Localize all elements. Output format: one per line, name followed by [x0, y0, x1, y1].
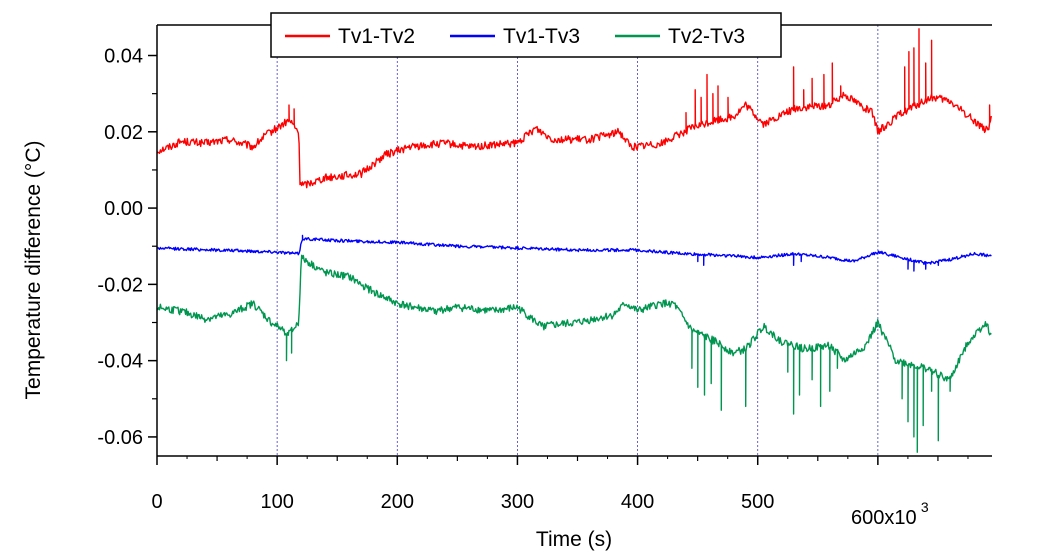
x-tick-label: 100 — [260, 491, 293, 513]
legend-label-tv1-tv2: Tv1-Tv2 — [338, 25, 415, 48]
plot-area — [156, 28, 992, 453]
y-tick-label: -0.02 — [97, 274, 143, 296]
y-tick-label: 0.02 — [104, 122, 143, 144]
x-tick-label: 400 — [621, 491, 654, 513]
axes — [148, 24, 992, 465]
legend: Tv1-Tv2 Tv1-Tv3 Tv2-Tv3 — [270, 12, 782, 58]
y-tick-label: 0.04 — [104, 46, 143, 68]
y-tick-label: -0.06 — [97, 427, 143, 449]
y-axis-label: Temperature difference (°C) — [22, 141, 45, 400]
y-tick-label: 0.00 — [104, 198, 143, 220]
tick-labels: 0 100 200 300 400 500 600x10 3 0.04 0.02 0.00 -0.02… — [97, 46, 928, 529]
x-tick-label: 0 — [151, 491, 162, 513]
x-tick-exponent: 3 — [921, 499, 929, 515]
x-tick-label: 600x10 — [851, 507, 917, 529]
x-tick-label: 200 — [381, 491, 414, 513]
x-tick-label: 300 — [501, 491, 534, 513]
series-line-tv2-tv3 — [156, 254, 992, 453]
legend-box — [270, 12, 782, 58]
series-line-tv1-tv3 — [156, 234, 992, 272]
x-tick-label: 500 — [741, 491, 774, 513]
legend-label-tv2-tv3: Tv2-Tv3 — [668, 25, 745, 48]
legend-label-tv1-tv3: Tv1-Tv3 — [503, 25, 580, 48]
series-line-tv1-tv2 — [156, 28, 992, 189]
x-axis-label: Time (s) — [536, 528, 612, 551]
y-tick-label: -0.04 — [97, 351, 143, 373]
